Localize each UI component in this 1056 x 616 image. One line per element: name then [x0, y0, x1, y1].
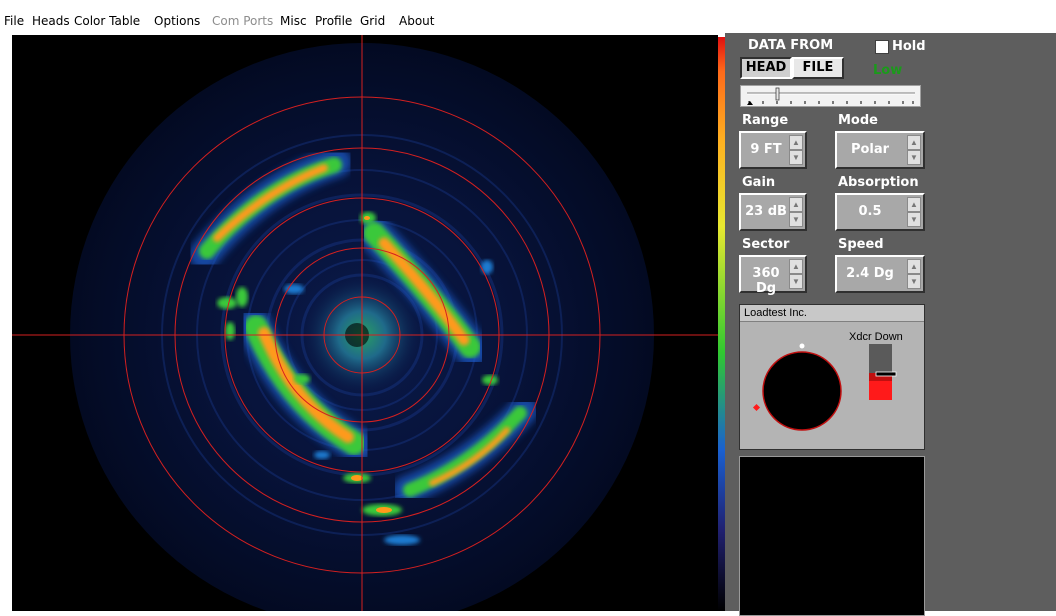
menu-about[interactable]: About: [399, 14, 435, 28]
speed-value: 2.4 Dg: [846, 266, 894, 281]
mode-down-button[interactable]: ▼: [907, 150, 921, 165]
color-scale-bar: [718, 37, 725, 611]
data-from-label: DATA FROM: [748, 38, 834, 53]
range-value: 9 FT: [750, 142, 782, 157]
head-button[interactable]: HEAD: [740, 57, 792, 79]
transducer-panel: Loadtest Inc. Xdcr Down: [739, 304, 925, 450]
profile-display: [739, 456, 925, 616]
transducer-orientation-label: Xdcr Down: [849, 331, 903, 343]
range-label: Range: [742, 113, 789, 128]
heading-pointer: [752, 403, 761, 412]
file-button[interactable]: FILE: [792, 57, 844, 79]
mode-up-button[interactable]: ▲: [907, 135, 921, 150]
menu-file[interactable]: File: [4, 14, 25, 28]
slider-track: [747, 87, 915, 105]
menu-options[interactable]: Options: [154, 14, 201, 28]
transducer-graphic: [752, 343, 897, 431]
hold-checkbox[interactable]: [875, 40, 889, 54]
tilt-indicator[interactable]: [875, 371, 897, 377]
mode-value: Polar: [850, 142, 890, 157]
control-panel: DATA FROM Hold HEAD FILE Low Range Mode …: [725, 33, 1056, 616]
sonar-image: [12, 35, 718, 611]
tilt-gauge-fill: [869, 381, 892, 400]
transducer-title: Loadtest Inc.: [740, 305, 924, 322]
window-left-margin: [0, 33, 12, 611]
sector-down-button[interactable]: ▼: [789, 274, 803, 289]
absorption-up-button[interactable]: ▲: [907, 197, 921, 212]
absorption-label: Absorption: [838, 175, 919, 190]
menu-bar: File Heads Color Table Options Com Ports…: [0, 0, 1056, 33]
sector-label: Sector: [742, 237, 790, 252]
menu-heads[interactable]: Heads: [32, 14, 70, 28]
mode-label: Mode: [838, 113, 878, 128]
sector-value: 360 Dg: [752, 266, 780, 296]
level-slider[interactable]: [740, 85, 921, 107]
gain-down-button[interactable]: ▼: [789, 212, 803, 227]
absorption-field[interactable]: 0.5 ▲ ▼: [835, 193, 925, 231]
signal-status: Low: [873, 63, 903, 78]
speed-field[interactable]: 2.4 Dg ▲ ▼: [835, 255, 925, 293]
gain-field[interactable]: 23 dB ▲ ▼: [739, 193, 807, 231]
menu-misc[interactable]: Misc: [280, 14, 307, 28]
speed-label: Speed: [838, 237, 884, 252]
range-grid: [12, 35, 718, 611]
gain-up-button[interactable]: ▲: [789, 197, 803, 212]
mode-field[interactable]: Polar ▲ ▼: [835, 131, 925, 169]
echo-returns: [189, 147, 538, 545]
menu-color-table[interactable]: Color Table: [74, 14, 141, 28]
range-up-button[interactable]: ▲: [789, 135, 803, 150]
range-down-button[interactable]: ▼: [789, 150, 803, 165]
sonar-display[interactable]: [12, 35, 718, 611]
absorption-down-button[interactable]: ▼: [907, 212, 921, 227]
absorption-value: 0.5: [858, 204, 882, 219]
hold-label: Hold: [892, 39, 926, 54]
speed-up-button[interactable]: ▲: [907, 259, 921, 274]
sector-field[interactable]: 360 Dg ▲ ▼: [739, 255, 807, 296]
sector-up-button[interactable]: ▲: [789, 259, 803, 274]
menu-com-ports[interactable]: Com Ports: [212, 14, 274, 28]
gain-value: 23 dB: [745, 204, 787, 219]
gain-label: Gain: [742, 175, 776, 190]
heading-dial[interactable]: [762, 351, 842, 431]
menu-grid[interactable]: Grid: [360, 14, 386, 28]
heading-top-marker: [799, 343, 805, 349]
menu-profile[interactable]: Profile: [315, 14, 353, 28]
slider-thumb[interactable]: [775, 87, 780, 101]
range-field[interactable]: 9 FT ▲ ▼: [739, 131, 807, 169]
speed-down-button[interactable]: ▼: [907, 274, 921, 289]
